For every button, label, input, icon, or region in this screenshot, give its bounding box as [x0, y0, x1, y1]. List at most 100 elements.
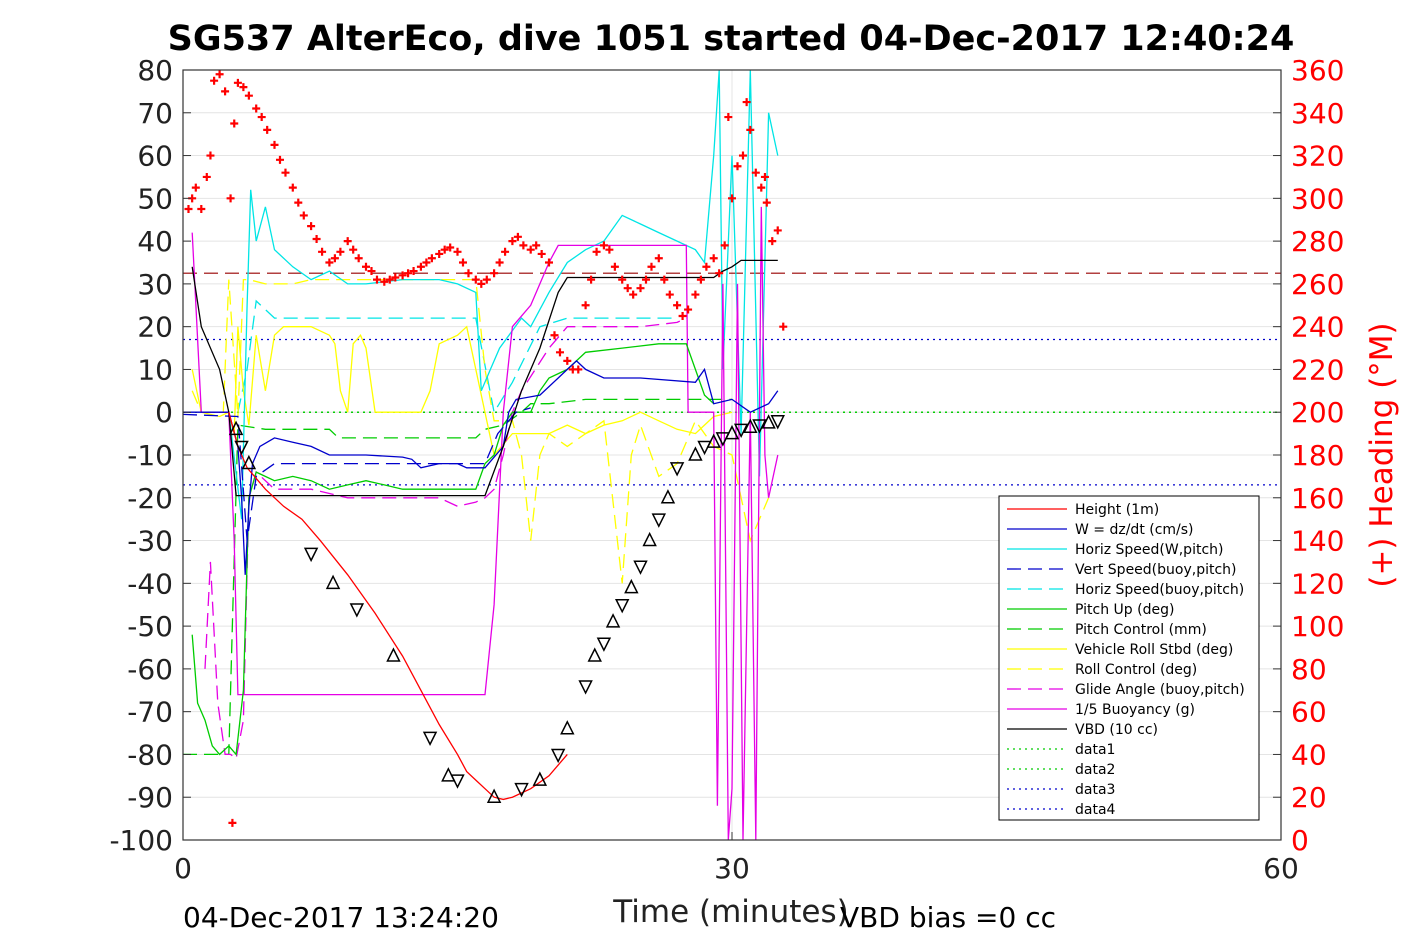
heading-marker [294, 198, 303, 207]
series-line [228, 70, 779, 520]
y-right-tick-label: 100 [1291, 610, 1344, 643]
y-tick-label: 50 [137, 182, 173, 215]
series-line [183, 398, 732, 756]
heading-marker [623, 284, 632, 293]
heading-marker [372, 275, 381, 284]
heading-marker [446, 243, 455, 252]
legend-box [998, 495, 1260, 821]
heading-marker [760, 172, 769, 181]
heading-marker [610, 262, 619, 271]
heading-marker [422, 258, 431, 267]
footer-timestamp: 04-Dec-2017 13:24:20 [183, 901, 499, 934]
chart-title: SG537 AlterEco, dive 1051 started 04-Dec… [168, 19, 1295, 59]
depth-marker [688, 446, 703, 461]
heading-marker [779, 322, 788, 331]
series-line [228, 412, 568, 801]
series-line [191, 259, 778, 497]
depth-marker [587, 647, 602, 662]
heading-marker [226, 194, 235, 203]
heading-marker [526, 245, 535, 254]
depth-marker [303, 547, 319, 563]
depth-marker [234, 440, 249, 456]
y-tick-label: -90 [127, 781, 173, 814]
y-right-tick-label: 320 [1291, 140, 1344, 173]
y-tick-label: -20 [127, 482, 173, 515]
legend-label: data1 [1075, 742, 1115, 758]
y-tick-label: 40 [137, 225, 173, 258]
heading-marker [629, 290, 638, 299]
heading-marker [367, 267, 376, 276]
y-tick-label: -40 [127, 567, 173, 600]
heading-marker [751, 168, 760, 177]
y-tick-label: -50 [127, 610, 173, 643]
depth-marker [624, 578, 639, 594]
heading-marker [409, 267, 418, 276]
legend-label: Height (1m) [1075, 502, 1159, 518]
y-right-tick-label: 260 [1291, 268, 1344, 301]
axes-ticks: 80706050403020100-10-20-30-40-50-60-70-8… [109, 54, 1344, 885]
heading-marker [312, 234, 321, 243]
y-tick-label: 60 [137, 140, 173, 173]
marker-layer [184, 70, 788, 827]
y-tick-label: 80 [137, 54, 173, 87]
heading-marker [599, 241, 608, 250]
y-tick-label: -80 [127, 738, 173, 771]
heading-marker [537, 249, 546, 258]
heading-marker [501, 247, 510, 256]
y-tick-label: -100 [109, 824, 173, 857]
heading-marker [210, 76, 219, 85]
x-tick-label: 0 [174, 852, 192, 885]
heading-marker [513, 232, 522, 241]
heading-marker [197, 205, 206, 214]
heading-marker [519, 241, 528, 250]
heading-marker [270, 140, 279, 149]
heading-marker [490, 269, 499, 278]
heading-marker [696, 275, 705, 284]
series-line [191, 325, 733, 457]
y-right-tick-label: 180 [1291, 439, 1344, 472]
heading-marker [464, 269, 473, 278]
heading-marker [733, 162, 742, 171]
y-right-tick-label: 120 [1291, 567, 1344, 600]
heading-marker [202, 172, 211, 181]
heading-marker [746, 125, 755, 134]
heading-marker [773, 226, 782, 235]
heading-marker [380, 277, 389, 286]
heading-marker [228, 818, 237, 827]
heading-marker [581, 301, 590, 310]
heading-marker [275, 155, 284, 164]
depth-marker [228, 420, 244, 436]
y-right-tick-label: 160 [1291, 482, 1344, 515]
series-line [191, 343, 715, 756]
heading-marker [742, 98, 751, 107]
legend-label: data2 [1075, 762, 1115, 778]
heading-marker [665, 290, 674, 299]
series-layer [183, 70, 1281, 840]
heading-marker [471, 275, 480, 284]
series-line [191, 278, 770, 584]
depth-marker [660, 489, 676, 504]
heading-marker [724, 113, 733, 122]
depth-marker [614, 598, 630, 614]
legend-label: Pitch Up (deg) [1075, 602, 1174, 618]
heading-marker [440, 245, 449, 254]
heading-marker [427, 254, 436, 263]
heading-marker [545, 258, 553, 267]
heading-marker [709, 254, 718, 263]
depth-marker [578, 680, 593, 695]
depth-marker [349, 603, 365, 618]
depth-marker [560, 720, 575, 735]
y-tick-label: 10 [137, 353, 173, 386]
x-tick-label: 60 [1263, 852, 1299, 885]
heading-marker [391, 273, 400, 282]
heading-marker [206, 151, 215, 160]
heading-marker [555, 348, 564, 357]
heading-marker [605, 245, 614, 254]
heading-marker [230, 119, 239, 128]
depth-marker [241, 454, 257, 470]
legend-label: Vehicle Roll Stbd (deg) [1075, 642, 1233, 658]
heading-marker [618, 275, 627, 284]
depth-marker [386, 647, 401, 662]
heading-marker [244, 91, 253, 100]
heading-marker [563, 356, 572, 365]
